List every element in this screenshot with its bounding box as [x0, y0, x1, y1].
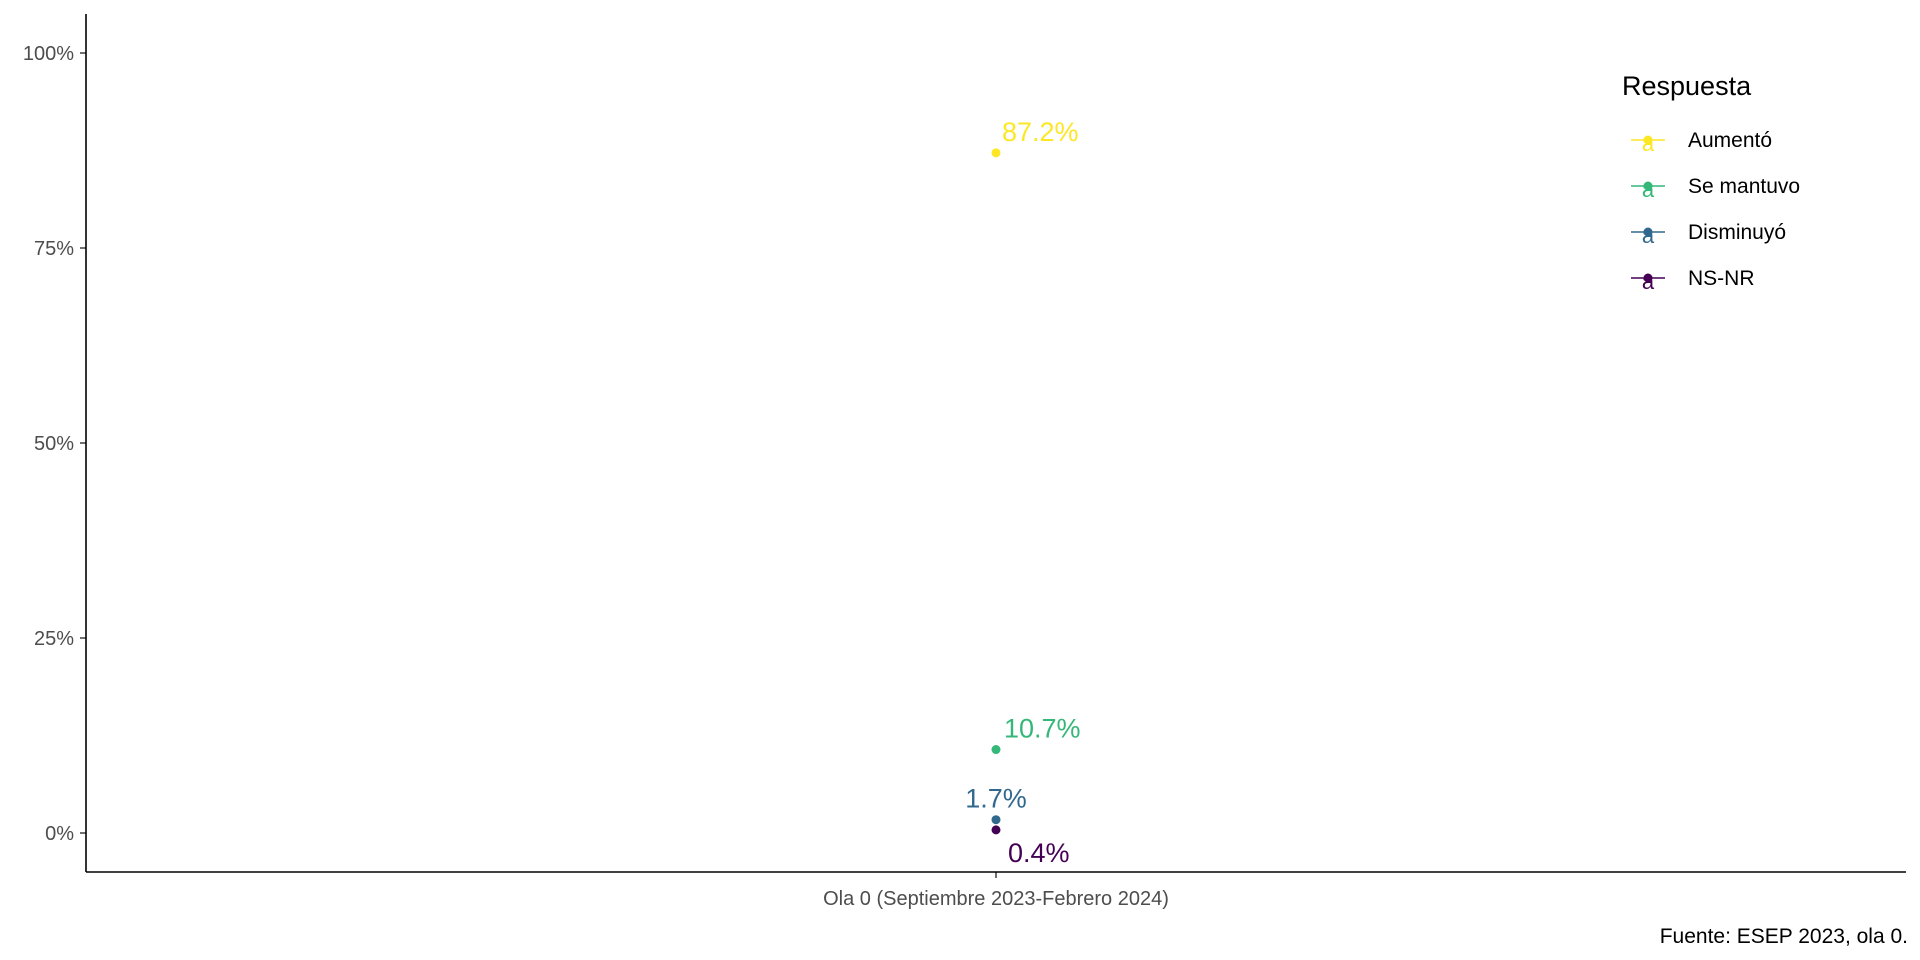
data-points — [991, 148, 1001, 835]
data-point — [991, 745, 1001, 755]
legend-key-glyph: a — [1642, 223, 1655, 248]
data-labels: 87.2% 10.7% 1.7% 0.4% — [965, 117, 1080, 868]
legend-items: a Aumentó a Se mantuvo a Disminuyó a NS-NR — [1631, 129, 1800, 294]
data-label: 1.7% — [965, 784, 1027, 814]
legend-label: Disminuyó — [1688, 221, 1786, 244]
legend-key-glyph: a — [1642, 177, 1655, 202]
legend-key-point — [1643, 181, 1653, 191]
legend-item: a Disminuyó — [1631, 221, 1786, 248]
legend-label: NS-NR — [1688, 267, 1755, 290]
data-point — [991, 815, 1001, 825]
legend-item: a Se mantuvo — [1631, 175, 1800, 202]
data-point — [991, 148, 1001, 158]
legend-title: Respuesta — [1622, 71, 1752, 101]
y-axis-ticks: 0% 25% 50% 75% 100% — [23, 43, 86, 845]
data-label: 87.2% — [1002, 117, 1079, 147]
legend-label: Aumentó — [1688, 129, 1772, 152]
x-axis-ticks: Ola 0 (Septiembre 2023-Febrero 2024) — [823, 872, 1169, 910]
legend-key-glyph: a — [1642, 131, 1655, 156]
data-label: 10.7% — [1004, 714, 1081, 744]
legend-item: a NS-NR — [1631, 267, 1755, 294]
legend-key-glyph: a — [1642, 269, 1655, 294]
legend-item: a Aumentó — [1631, 129, 1772, 156]
y-tick-label: 100% — [23, 43, 74, 65]
legend-key-point — [1643, 227, 1653, 237]
data-point — [991, 825, 1001, 835]
data-label: 0.4% — [1008, 838, 1070, 868]
legend-key-point — [1643, 273, 1653, 283]
legend-label: Se mantuvo — [1688, 175, 1800, 198]
legend-key-point — [1643, 135, 1653, 145]
y-tick-label: 50% — [34, 433, 74, 455]
chart-caption: Fuente: ESEP 2023, ola 0. — [1660, 925, 1908, 948]
y-tick-label: 0% — [45, 823, 74, 845]
y-tick-label: 25% — [34, 628, 74, 650]
x-tick-label: Ola 0 (Septiembre 2023-Febrero 2024) — [823, 888, 1169, 910]
y-tick-label: 75% — [34, 238, 74, 260]
